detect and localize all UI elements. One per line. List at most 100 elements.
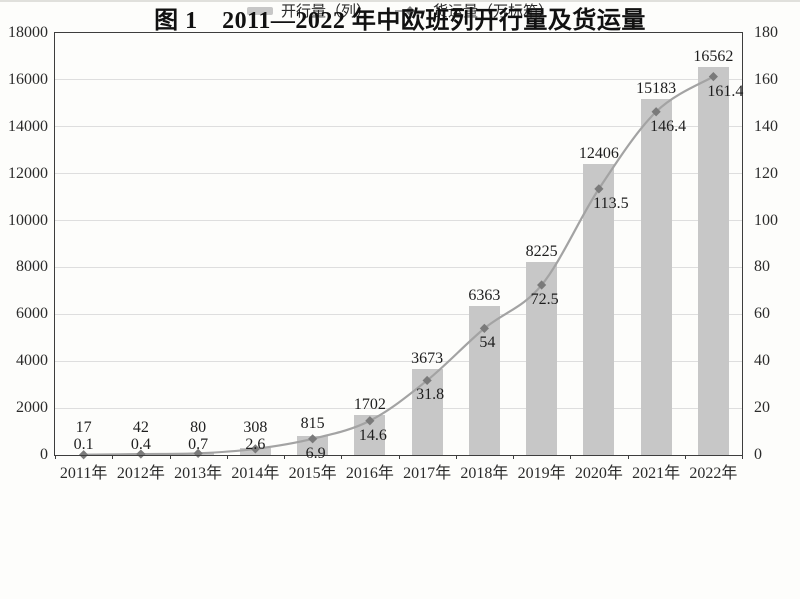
x-axis-tick [570, 455, 572, 459]
line-value-label: 113.5 [593, 194, 629, 212]
y-axis-label-left: 18000 [8, 24, 48, 41]
line-marker-diamond-icon [708, 72, 718, 82]
bar [697, 66, 729, 455]
x-axis-tick [398, 455, 400, 459]
y-axis-label-left: 0 [40, 446, 48, 463]
line-value-label: 146.4 [650, 117, 687, 135]
x-axis-label: 2020年 [574, 465, 623, 482]
bar-value-label: 815 [300, 414, 325, 432]
y-axis-label-right: 80 [754, 258, 770, 276]
x-axis-tick [627, 455, 629, 459]
x-axis-label: 2015年 [288, 465, 337, 482]
bar-value-label: 80 [190, 419, 207, 436]
line-value-label: 72.5 [530, 291, 559, 309]
y-axis-label-left: 6000 [16, 305, 48, 323]
line-marker-diamond-icon [594, 184, 604, 194]
bar-value-label: 12406 [578, 145, 619, 163]
line-marker-diamond-icon [422, 375, 432, 386]
y-axis-label-right: 20 [754, 399, 770, 417]
bar-value-label: 17 [75, 419, 92, 436]
x-axis-tick [684, 455, 686, 459]
gridline [55, 360, 742, 362]
y-axis-label-left: 14000 [8, 117, 48, 135]
x-axis-tick [112, 455, 114, 459]
y-axis-label-left: 10000 [8, 211, 48, 229]
gridline [55, 79, 742, 81]
line-value-label: 6.9 [305, 444, 326, 462]
y-axis-label-left: 8000 [16, 258, 48, 276]
y-axis-label-right: 0 [754, 446, 762, 463]
x-axis-tick [55, 455, 56, 459]
y-axis-label-right: 180 [754, 24, 778, 41]
bar [583, 164, 615, 455]
bar-value-label: 308 [243, 419, 268, 436]
x-axis-tick [169, 455, 171, 459]
line-series-swatch-icon [395, 5, 425, 16]
x-axis-label: 2019年 [517, 465, 566, 482]
trend-line [83, 75, 714, 456]
bar-value-label: 42 [132, 419, 149, 436]
line-marker-diamond-icon [479, 323, 489, 333]
line-marker-diamond-icon [250, 444, 260, 454]
legend-label-line-series: 货运量（万标箱） [433, 4, 554, 20]
bar-series-swatch-icon [246, 6, 273, 15]
y-axis-label-right: 40 [754, 352, 770, 370]
line-marker-diamond-icon [136, 449, 146, 459]
x-axis-label: 2011年 [59, 465, 108, 482]
x-axis-tick [513, 455, 514, 459]
y-axis-label-left: 12000 [8, 164, 48, 182]
figure-caption: 图 1 2011—2022 年中欧班列开行量及货运量 [154, 8, 646, 34]
y-axis-label-left: 2000 [16, 399, 48, 417]
line-marker-diamond-icon [651, 107, 661, 117]
legend-item-line-series: 货运量（万标箱） [395, 0, 553, 21]
bar [526, 262, 558, 455]
x-axis-tick [226, 455, 228, 459]
y-axis-label-right: 140 [754, 117, 778, 135]
line-value-label: 0.7 [188, 436, 209, 453]
bar [640, 99, 672, 455]
line-value-label: 0.1 [73, 436, 94, 453]
x-axis-label: 2021年 [632, 465, 681, 482]
line-value-label: 14.6 [358, 426, 387, 444]
gridline [55, 126, 742, 128]
legend: 开行量（列） 货运量（万标箱） [0, 0, 800, 21]
page-divider [0, 0, 800, 2]
legend-item-bar-series: 开行量（列） [246, 0, 371, 21]
bar-value-label: 8225 [525, 243, 558, 261]
bar-value-label: 6363 [468, 286, 501, 304]
legend-label-bar-series: 开行量（列） [280, 4, 371, 20]
x-axis-label: 2013年 [174, 465, 223, 482]
bar-value-label: 3673 [411, 349, 444, 367]
bar-value-label: 1702 [353, 396, 386, 414]
x-axis-label: 2018年 [460, 465, 509, 482]
y-axis-label-right: 160 [754, 70, 778, 88]
x-axis-tick [341, 455, 343, 459]
x-axis-tick [284, 455, 285, 459]
x-axis-tick [742, 455, 743, 459]
x-axis-label: 2014年 [231, 465, 280, 482]
x-axis-label: 2017年 [403, 465, 452, 482]
gridline [55, 266, 742, 268]
gridline [55, 220, 742, 222]
bar-value-label: 16562 [693, 47, 734, 65]
line-marker-diamond-icon [365, 416, 375, 426]
gridline [55, 173, 742, 175]
x-axis-tick [455, 455, 457, 459]
x-axis-label: 2016年 [345, 465, 394, 482]
x-axis-label: 2022年 [689, 465, 738, 482]
line-marker-diamond-icon [537, 280, 547, 290]
line-marker-diamond-icon [79, 450, 89, 460]
y-axis-label-right: 60 [754, 305, 770, 323]
x-axis-label: 2012年 [116, 465, 165, 482]
y-axis-label-right: 100 [754, 211, 778, 229]
line-value-label: 2.6 [245, 436, 266, 453]
line-marker-diamond-icon [308, 434, 318, 444]
y-axis-label-left: 4000 [16, 352, 48, 370]
gridline [55, 313, 742, 315]
gridline [55, 407, 742, 409]
bar-value-label: 15183 [636, 80, 677, 98]
line-value-label: 31.8 [416, 386, 445, 404]
y-axis-label-right: 120 [754, 164, 778, 182]
